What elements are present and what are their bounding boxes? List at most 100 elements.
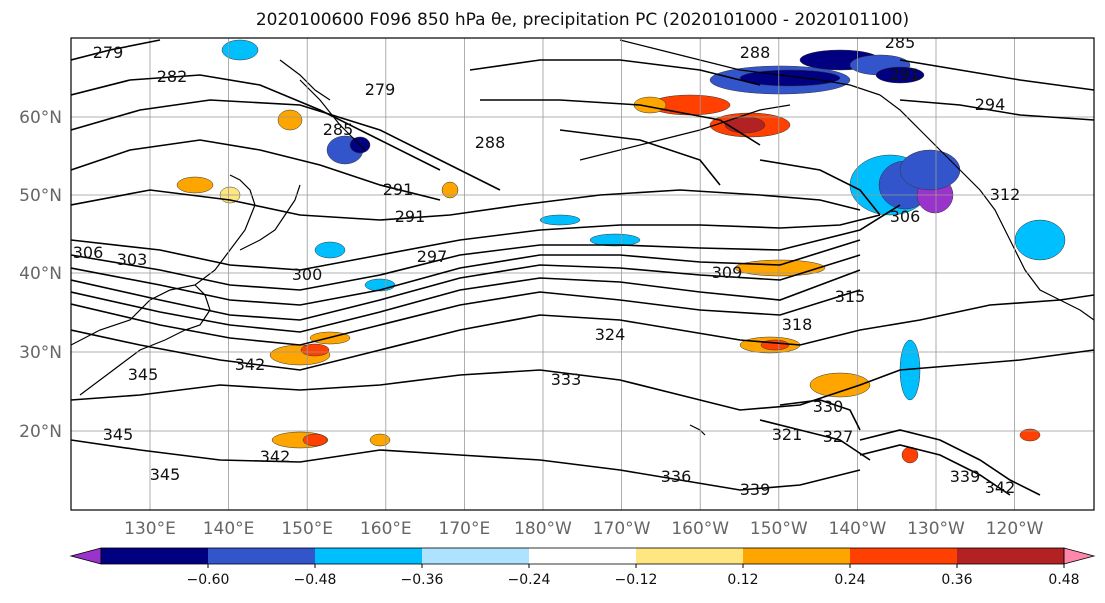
colorbar-segment: [208, 548, 315, 564]
precip-patch: [809, 372, 871, 398]
theta-e-contour: [71, 189, 861, 221]
colorbar-extend-low: [69, 547, 102, 565]
colorbar-segment: [743, 548, 850, 564]
contour-label: 306: [890, 207, 921, 226]
lat-lon-grid: [71, 38, 1094, 510]
contour-label: 285: [885, 33, 916, 52]
colorbar-segment: [422, 548, 529, 564]
latitude-labels: 60°N 50°N 40°N 30°N 20°N: [19, 108, 62, 442]
contour-label: 309: [712, 263, 743, 282]
lat-label: 60°N: [19, 108, 62, 128]
theta-e-contour: [859, 444, 1011, 496]
longitude-labels: 130°E 140°E 150°E 160°E 170°E 180°W 170°W 160°W…: [124, 519, 1044, 539]
theta-e-contour: [71, 214, 881, 271]
theta-e-contour: [899, 59, 1094, 91]
lon-label: 160°E: [360, 519, 412, 539]
precip-patch: [734, 259, 826, 277]
lon-label: 130°W: [907, 519, 965, 539]
theta-e-contour: [759, 419, 871, 461]
precip-patch: [539, 214, 581, 226]
lon-label: 150°W: [750, 519, 808, 539]
contour-label: 342: [235, 355, 266, 374]
lon-label: 140°E: [203, 519, 255, 539]
theta-e-contour: [71, 254, 861, 321]
contour-label: 324: [595, 325, 626, 344]
theta-e-contour: [71, 349, 1094, 411]
lat-label: 50°N: [19, 186, 62, 206]
theta-e-contour: [71, 294, 1094, 371]
lon-label: 140°W: [829, 519, 887, 539]
lon-label: 120°W: [986, 519, 1044, 539]
theta-e-contour: [71, 239, 861, 306]
contour-label: 333: [551, 370, 582, 389]
precip-patch: [739, 69, 841, 87]
lon-label: 150°E: [281, 519, 333, 539]
contour-label: 279: [30, 45, 61, 64]
contour-label: 285: [323, 120, 354, 139]
theta-e-contour: [480, 99, 761, 146]
contour-label: 288: [740, 43, 771, 62]
contour-label: 306: [73, 243, 104, 262]
theta-e-contour: [71, 289, 861, 346]
theta-e-contour: [779, 399, 861, 431]
precip-patch: [300, 343, 330, 357]
chart-title: 2020100600 F096 850 hPa θe, precipitatio…: [255, 10, 910, 30]
precip-patch: [441, 181, 459, 199]
colorbar-tick-label: −0.24: [508, 572, 551, 588]
contour-label: 282: [157, 67, 188, 86]
colorbar-tick-label: −0.60: [187, 572, 230, 588]
theta-e-contours: [71, 39, 1094, 496]
colorbar-segment: [636, 548, 743, 564]
colorbar-tick-label: 0.12: [727, 572, 758, 588]
contour-label: 297: [417, 247, 448, 266]
contour-label: 342: [985, 478, 1016, 497]
lon-label: 170°W: [593, 519, 651, 539]
coastline-layer: [71, 39, 1094, 436]
theta-e-contour: [71, 439, 861, 491]
contour-label: 345: [103, 425, 134, 444]
contour-label: 339: [740, 480, 771, 499]
contour-label: 345: [128, 365, 159, 384]
contour-label: 303: [117, 250, 148, 269]
lat-label: 20°N: [19, 422, 62, 442]
precip-patch: [277, 109, 303, 131]
precip-patch: [1019, 428, 1041, 442]
theta-e-contour: [71, 139, 441, 201]
contour-label: 291: [395, 207, 426, 226]
colorbar-tick-label: 0.48: [1048, 572, 1079, 588]
contour-label: 288: [475, 133, 506, 152]
theta-e-contour: [71, 99, 501, 191]
precip-patch: [176, 176, 214, 194]
lon-label: 170°E: [439, 519, 491, 539]
colorbar-tick-label: −0.36: [401, 572, 444, 588]
precip-patch: [369, 433, 391, 447]
theta-e-contour: [759, 159, 881, 216]
precip-patch: [589, 233, 641, 247]
theta-e-contour: [71, 269, 861, 333]
contour-label: 318: [782, 315, 813, 334]
precip-patch: [875, 66, 925, 84]
theta-e-contour: [469, 59, 761, 86]
lon-label: 160°W: [671, 519, 729, 539]
colorbar-segment: [529, 548, 636, 564]
lat-label: 40°N: [19, 264, 62, 284]
lon-label: 180°W: [514, 519, 572, 539]
theta-e-contour: [559, 129, 721, 186]
theta-e-contour: [71, 39, 161, 61]
colorbar: [69, 547, 1096, 565]
lat-label: 30°N: [19, 343, 62, 363]
colorbar-segment: [101, 548, 208, 564]
contour-labels: 279 282 279 285 288 288 285 291 294 291 291 297 300 3…: [30, 33, 1021, 499]
colorbar-tick-label: 0.36: [941, 572, 972, 588]
lon-label: 130°E: [124, 519, 176, 539]
contour-label: 315: [835, 287, 866, 306]
contour-label: 339: [950, 467, 981, 486]
colorbar-segment: [315, 548, 422, 564]
contour-label: 336: [661, 467, 692, 486]
precip-patch: [899, 149, 961, 191]
colorbar-tick-label: −0.12: [615, 572, 658, 588]
contour-label: 291: [383, 180, 414, 199]
contour-label: 342: [260, 447, 291, 466]
contour-label: 330: [813, 397, 844, 416]
